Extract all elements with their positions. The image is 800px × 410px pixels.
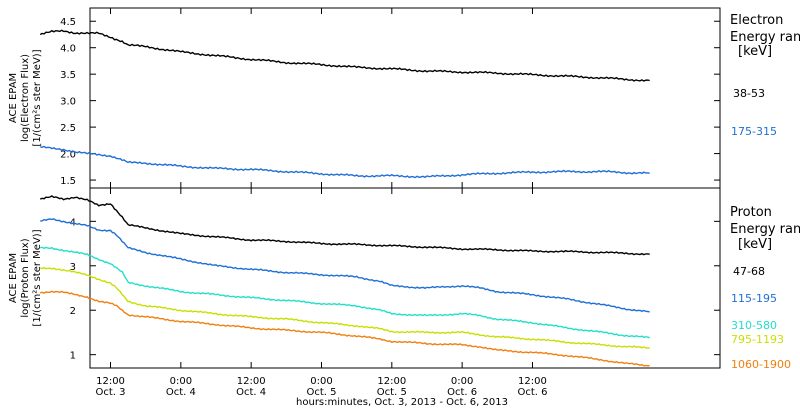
side-unit: [keV]: [738, 237, 772, 252]
x-tick-label-time: 0:00: [451, 376, 473, 387]
legend-label-795-1193: 795-1193: [731, 333, 784, 346]
y-axis-label: log(Proton Flux): [20, 238, 31, 317]
x-tick-label-date: Oct. 6: [517, 387, 547, 398]
series-line-1060-1900: [39, 290, 650, 367]
y-tick-label: 1.5: [60, 176, 76, 187]
y-tick-label: 1: [70, 351, 76, 362]
x-tick-label-date: Oct. 4: [236, 387, 266, 398]
series-line-310-580: [40, 246, 650, 339]
x-tick-label-date: Oct. 4: [166, 387, 196, 398]
y-axis-label: ACE EPAM: [8, 253, 19, 303]
y-tick-label: 2.0: [60, 150, 76, 161]
legend-label-175-315: 175-315: [731, 125, 777, 138]
y-tick-label: 3.0: [60, 97, 76, 108]
plot-frame: [89, 187, 721, 369]
legend-label-47-68: 47-68: [733, 265, 765, 278]
side-title: Proton: [730, 205, 772, 220]
y-tick-label: 4.5: [60, 17, 76, 28]
series-line-175-315: [40, 145, 650, 179]
series-line-47-68: [39, 195, 650, 256]
legend-label-115-195: 115-195: [731, 292, 777, 305]
x-tick-label-time: 12:00: [237, 376, 266, 387]
legend-label-1060-1900: 1060-1900: [731, 358, 791, 371]
x-tick-label-time: 12:00: [96, 376, 125, 387]
x-tick-label-time: 0:00: [310, 376, 332, 387]
y-axis-label: [1/(cm²s ster MeV)]: [32, 229, 43, 326]
legend-label-310-580: 310-580: [731, 319, 777, 332]
x-tick-label-date: Oct. 5: [306, 387, 336, 398]
y-tick-label: 2.5: [60, 123, 76, 134]
x-tick-label-date: Oct. 3: [96, 387, 126, 398]
side-subtitle: Energy ran: [730, 222, 800, 237]
side-subtitle: Energy ran: [730, 30, 800, 45]
y-tick-label: 4.0: [60, 44, 76, 55]
y-tick-label: 2: [70, 306, 76, 317]
y-tick-label: 3: [70, 262, 76, 273]
x-tick-label-time: 12:00: [377, 376, 406, 387]
x-tick-label-time: 12:00: [518, 376, 547, 387]
side-unit: [keV]: [738, 44, 772, 59]
y-tick-label: 3.5: [60, 70, 76, 81]
legend-label-38-53: 38-53: [733, 87, 765, 100]
y-axis-label: log(Electron Flux): [20, 54, 31, 142]
plot-frame: [89, 7, 721, 189]
x-tick-label-time: 0:00: [170, 376, 192, 387]
x-tick-label-date: Oct. 5: [377, 387, 407, 398]
series-line-795-1193: [39, 266, 650, 349]
series-line-115-195: [40, 218, 650, 313]
electron-panel: 1.5 2.0 2.5 3.0 3.5 4.0 4.5 ACE EPAM log(Electro…: [8, 7, 800, 189]
side-title: Electron: [730, 13, 783, 28]
series-line-38-53: [39, 29, 650, 82]
y-axis-label: [1/(cm²s ster MeV)]: [32, 49, 43, 146]
x-tick-label-date: Oct. 6: [447, 387, 477, 398]
x-axis-label: hours:minutes, Oct. 3, 2013 - Oct. 6, 20…: [296, 397, 508, 408]
y-axis-label: ACE EPAM: [8, 73, 19, 123]
